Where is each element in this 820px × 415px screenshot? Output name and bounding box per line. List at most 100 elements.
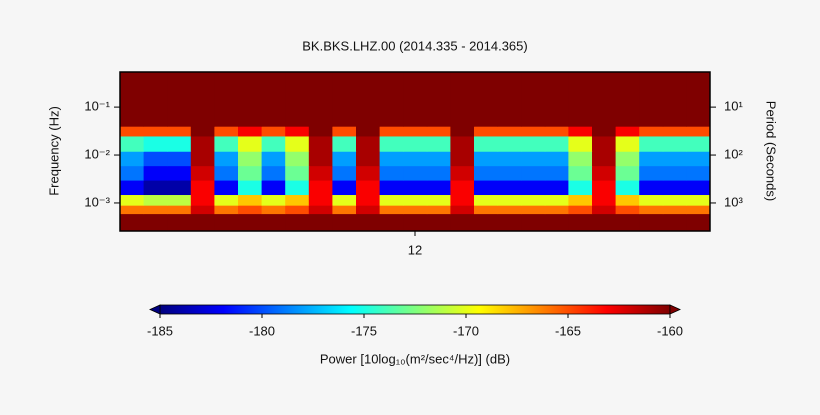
cell	[497, 213, 522, 232]
cell	[592, 213, 617, 232]
cell	[120, 151, 145, 167]
cell	[379, 194, 404, 206]
cell	[592, 151, 617, 167]
cell	[592, 126, 617, 137]
cell	[356, 151, 381, 167]
cell	[379, 213, 404, 232]
cell	[308, 194, 333, 206]
colorbar-tick-label: -165	[555, 323, 581, 338]
cell	[214, 135, 239, 152]
cell	[190, 126, 215, 137]
cell	[190, 180, 215, 196]
cell	[639, 194, 664, 206]
cell	[238, 151, 263, 167]
cell	[426, 180, 451, 196]
cell	[167, 151, 192, 167]
cell	[450, 194, 475, 206]
cell	[639, 180, 664, 196]
y-tick-label: 10⁻¹	[84, 99, 110, 114]
cell	[686, 126, 711, 137]
cell	[662, 135, 687, 152]
cell	[592, 194, 617, 206]
cell	[474, 126, 499, 137]
cell	[544, 205, 569, 215]
cell	[143, 135, 168, 152]
cell	[403, 194, 428, 206]
cell	[497, 72, 522, 127]
cell	[662, 151, 687, 167]
cell	[568, 126, 593, 137]
x-tick-label: 12	[408, 242, 422, 257]
cell	[521, 194, 546, 206]
cell	[285, 213, 310, 232]
cell	[544, 151, 569, 167]
cell	[261, 213, 286, 232]
cell	[662, 194, 687, 206]
cell	[521, 165, 546, 181]
cell	[426, 213, 451, 232]
cell	[285, 194, 310, 206]
cell	[332, 194, 357, 206]
cell	[214, 165, 239, 181]
cell	[662, 213, 687, 232]
cell	[662, 72, 687, 127]
cell	[544, 126, 569, 137]
colorbar-tick-label: -175	[351, 323, 377, 338]
cell	[615, 194, 640, 206]
cell	[261, 126, 286, 137]
cell	[167, 213, 192, 232]
cell	[450, 151, 475, 167]
cell	[686, 72, 711, 127]
cell	[592, 180, 617, 196]
cell	[497, 180, 522, 196]
cell	[379, 135, 404, 152]
cell	[568, 213, 593, 232]
cell	[167, 135, 192, 152]
cell	[497, 151, 522, 167]
cell	[356, 135, 381, 152]
cell	[308, 126, 333, 137]
cell	[615, 180, 640, 196]
cell	[214, 151, 239, 167]
cell	[143, 72, 168, 127]
cell	[639, 205, 664, 215]
cell	[308, 72, 333, 127]
cell	[450, 135, 475, 152]
cell	[285, 151, 310, 167]
cell	[332, 151, 357, 167]
colorbar-tick-label: -160	[657, 323, 683, 338]
cell	[592, 72, 617, 127]
cell	[332, 165, 357, 181]
cell	[261, 194, 286, 206]
cell	[238, 165, 263, 181]
cell	[308, 151, 333, 167]
cell	[474, 165, 499, 181]
cell	[190, 194, 215, 206]
cell	[214, 126, 239, 137]
y-tick-label: 10⁻³	[84, 194, 110, 209]
cell	[143, 194, 168, 206]
cell	[285, 126, 310, 137]
cell	[261, 180, 286, 196]
cell	[662, 165, 687, 181]
cell	[238, 205, 263, 215]
cell	[167, 165, 192, 181]
cell	[662, 126, 687, 137]
cell	[615, 213, 640, 232]
cell	[544, 180, 569, 196]
cell	[474, 213, 499, 232]
cell	[167, 180, 192, 196]
cell	[261, 205, 286, 215]
cell	[356, 126, 381, 137]
cell	[214, 180, 239, 196]
cell	[308, 205, 333, 215]
y-axis-label: Frequency (Hz)	[46, 106, 61, 196]
cell	[403, 165, 428, 181]
cell	[261, 72, 286, 127]
cell	[403, 72, 428, 127]
cell	[308, 165, 333, 181]
cell	[615, 205, 640, 215]
cell	[568, 72, 593, 127]
cell	[285, 180, 310, 196]
